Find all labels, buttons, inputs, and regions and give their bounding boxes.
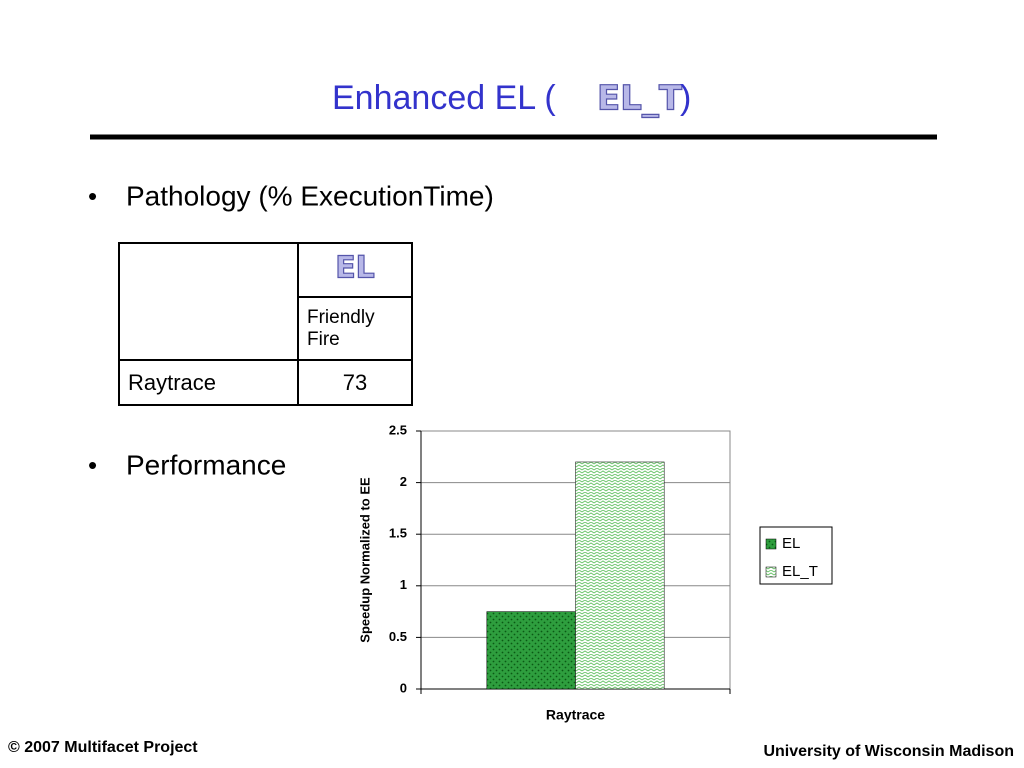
y-tick-label: 0.5 — [389, 629, 407, 644]
bullet: Performance — [126, 449, 286, 480]
y-axis-label: Speedup Normalized to EE — [357, 477, 372, 643]
logo-box: EL — [335, 250, 376, 286]
y-tick-label: 2.5 — [389, 422, 407, 437]
y-tick-label: 2 — [400, 474, 407, 489]
y-tick-label: 1.5 — [389, 526, 407, 541]
table-cell: Friendly Fire — [297, 296, 413, 361]
legend-label: EL — [782, 535, 800, 552]
bar — [575, 461, 665, 690]
y-tick-label: 1 — [400, 577, 407, 592]
bullet-dot: • — [88, 450, 97, 480]
footer-left: © 2007 Multifacet Project — [8, 739, 198, 756]
bar — [486, 611, 576, 690]
table-cell — [118, 242, 299, 361]
bullet: Pathology (% ExecutionTime) — [126, 180, 494, 211]
table-cell: 73 — [297, 359, 413, 406]
bullet-dot: • — [88, 181, 97, 211]
x-tick-label: Raytrace — [546, 707, 605, 723]
legend-swatch — [765, 566, 777, 578]
y-tick-label: 0 — [400, 680, 407, 695]
title-end: ) — [680, 79, 691, 117]
footer-right: University of Wisconsin Madison — [763, 743, 1014, 760]
title: Enhanced EL ( — [332, 79, 556, 117]
legend-label: EL_T — [782, 563, 818, 580]
pathology-table: EL Friendly Fire Raytrace 73 — [118, 242, 413, 406]
table-cell: Raytrace — [118, 359, 299, 406]
title-logo: EL_T — [597, 79, 683, 119]
table-logo: EL — [335, 251, 375, 286]
table-cell: EL — [297, 242, 413, 298]
legend-swatch — [765, 538, 777, 550]
